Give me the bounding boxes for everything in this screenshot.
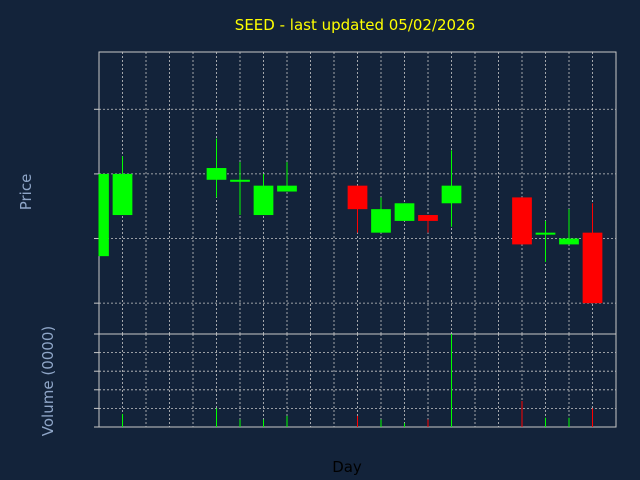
candle-body — [112, 173, 133, 216]
candle-body — [535, 232, 556, 235]
x-axis-label: Day — [332, 458, 362, 476]
candle-body — [418, 215, 438, 221]
candle-body — [99, 173, 109, 257]
candle-body — [347, 185, 368, 210]
candle-body — [206, 168, 227, 180]
y-axis-label: Price — [17, 174, 35, 211]
volume-axis-label: Volume (0000) — [39, 326, 57, 436]
candle-body — [394, 203, 415, 221]
candle-body — [512, 197, 532, 245]
candle-body — [277, 185, 297, 192]
price-panel — [94, 51, 617, 335]
candle-body — [582, 232, 603, 304]
candle-body — [230, 179, 250, 182]
volume-panel — [94, 333, 617, 428]
candle-body — [441, 185, 462, 204]
candle-body — [559, 238, 579, 245]
candle-body — [371, 209, 391, 233]
chart-title: SEED - last updated 05/02/2026 — [235, 16, 475, 34]
candle-body — [253, 185, 274, 216]
